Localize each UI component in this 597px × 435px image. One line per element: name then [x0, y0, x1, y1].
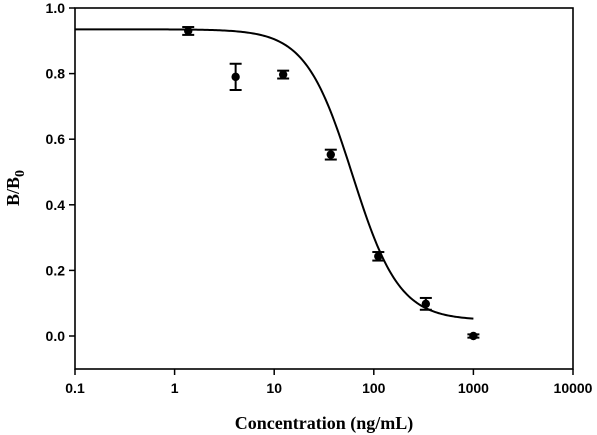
y-tick-label: 0.0: [46, 328, 66, 344]
data-point: [229, 62, 242, 91]
x-tick-label: 100: [362, 380, 386, 396]
y-tick-label: 0.2: [46, 262, 66, 278]
y-tick-label: 0.6: [46, 131, 66, 147]
data-point: [277, 69, 290, 80]
data-point: [182, 26, 195, 36]
y-tick-label: 0.8: [46, 66, 66, 82]
y-tick-label: 0.4: [46, 197, 66, 213]
y-axis: 0.0 0.2 0.4 0.6 0.8 1.0: [46, 0, 75, 344]
point-marker: [326, 150, 335, 159]
point-marker: [374, 252, 383, 261]
data-point: [419, 296, 432, 311]
y-axis-title: B/B0: [3, 170, 28, 206]
point-marker: [278, 70, 288, 79]
x-tick-label: 10: [266, 380, 282, 396]
x-axis: 0.1 1 10 100 1000 10000: [65, 369, 593, 396]
x-tick-label: 1000: [458, 380, 489, 396]
y-tick-label: 1.0: [46, 0, 66, 16]
data-points: [182, 26, 480, 341]
point-marker: [231, 72, 240, 82]
data-point: [467, 331, 480, 341]
fitted-curve: [75, 28, 474, 320]
x-tick-label: 1: [171, 380, 179, 396]
data-point: [372, 251, 385, 262]
point-marker: [421, 299, 431, 309]
data-point: [324, 148, 337, 161]
plot-area: [74, 7, 574, 370]
x-axis-title: Concentration (ng/mL): [235, 413, 414, 434]
y-axis-title-subscript: 0: [13, 170, 28, 177]
x-tick-label: 0.1: [65, 380, 85, 396]
x-tick-label: 10000: [554, 380, 593, 396]
point-marker: [184, 26, 193, 36]
y-axis-title-main: B/B: [3, 177, 23, 206]
point-marker: [469, 331, 478, 341]
